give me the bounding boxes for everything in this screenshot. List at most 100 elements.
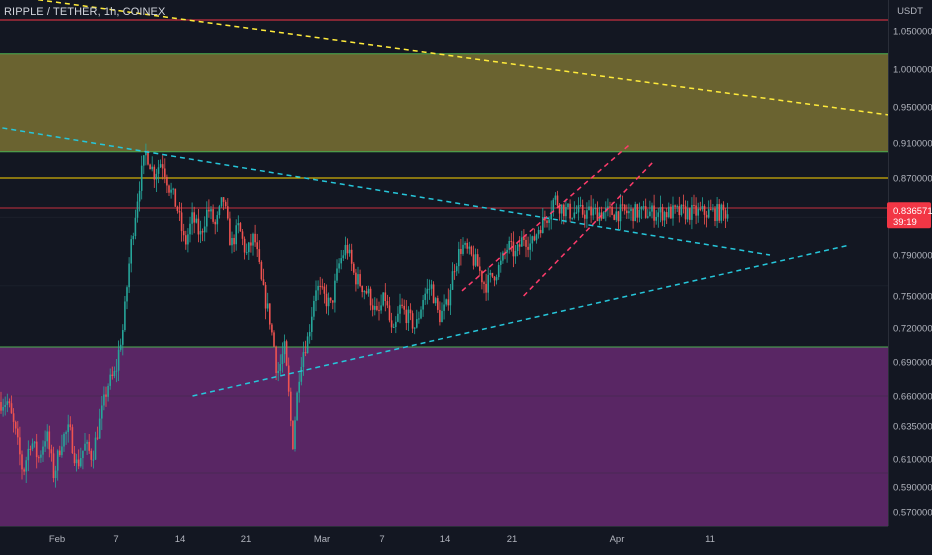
candle-body xyxy=(161,164,164,169)
candle-body xyxy=(424,293,426,300)
candle xyxy=(149,163,151,170)
candle xyxy=(462,237,464,256)
candle xyxy=(388,296,391,323)
candle xyxy=(458,241,460,274)
candle-body xyxy=(647,216,649,218)
candle-body xyxy=(491,272,494,277)
candle-body xyxy=(472,254,475,266)
candle xyxy=(237,215,240,234)
candle xyxy=(321,278,324,290)
candle xyxy=(27,440,30,472)
candle-body xyxy=(132,236,135,240)
candle-body xyxy=(59,450,61,456)
time-tick-label: 7 xyxy=(113,534,118,545)
candle-body xyxy=(397,313,399,322)
candle xyxy=(109,368,111,390)
candle-body xyxy=(71,427,74,454)
candle-body xyxy=(674,205,676,207)
candle xyxy=(8,398,11,408)
wedge-lower-line xyxy=(523,159,656,297)
candle-body xyxy=(474,254,477,266)
candle-body xyxy=(214,221,216,225)
candle xyxy=(285,339,288,367)
candle-body xyxy=(235,225,237,245)
candle xyxy=(642,200,645,211)
candle xyxy=(371,298,374,317)
candle-body xyxy=(285,341,288,366)
candle-body xyxy=(84,443,86,451)
candle xyxy=(231,231,233,254)
candle xyxy=(80,447,82,468)
candle-body xyxy=(199,231,202,235)
candle-body xyxy=(111,374,114,376)
candle-body xyxy=(426,288,429,294)
candle-body xyxy=(592,208,594,216)
candle-body xyxy=(726,214,729,219)
candle xyxy=(623,204,626,215)
candle xyxy=(680,204,683,217)
candle xyxy=(170,182,172,199)
current-price-label: 0.836571 xyxy=(893,206,932,217)
candle xyxy=(195,214,198,224)
candle xyxy=(722,201,725,221)
candle xyxy=(500,252,502,273)
candle-body xyxy=(48,431,51,450)
candle xyxy=(464,241,466,249)
candle-body xyxy=(224,201,227,207)
candle xyxy=(325,284,328,314)
candle-body xyxy=(306,336,309,354)
candle-body xyxy=(628,211,630,214)
candle-body xyxy=(623,204,626,211)
candle-body xyxy=(206,209,208,227)
candle-body xyxy=(386,301,389,306)
candle-body xyxy=(531,236,534,244)
candle xyxy=(283,334,286,363)
candle xyxy=(649,200,651,217)
candle-body xyxy=(281,354,284,365)
candle xyxy=(166,174,168,193)
candle xyxy=(609,201,611,218)
candle-body xyxy=(724,210,727,219)
candle-body xyxy=(380,305,382,311)
candle-body xyxy=(502,252,504,261)
candle-body xyxy=(487,274,489,293)
candle-body xyxy=(210,209,212,212)
candle-body xyxy=(479,266,481,271)
candle xyxy=(67,414,69,443)
candle xyxy=(497,262,500,280)
candle-body xyxy=(619,204,622,222)
candle xyxy=(600,206,603,221)
candle-body xyxy=(523,237,525,240)
candle-body xyxy=(392,326,395,328)
candle-body xyxy=(319,285,321,287)
candle-body xyxy=(67,424,69,433)
candle-body xyxy=(29,448,32,450)
candle xyxy=(577,197,580,221)
candle xyxy=(619,193,622,231)
candle xyxy=(426,278,429,305)
candle xyxy=(126,285,128,310)
candle xyxy=(476,248,479,267)
candle xyxy=(14,420,17,435)
candle-body xyxy=(185,235,187,245)
candle-body xyxy=(529,243,531,250)
candle-body xyxy=(109,374,111,386)
candle xyxy=(548,216,550,231)
candle xyxy=(56,449,59,481)
candle xyxy=(615,203,618,223)
candle-body xyxy=(535,234,538,241)
candle-body xyxy=(691,204,693,220)
candle xyxy=(233,234,235,253)
candle xyxy=(355,268,357,292)
candle xyxy=(222,196,225,211)
candle xyxy=(487,267,489,301)
candle-body xyxy=(237,223,240,226)
price-tick-label: 0.870000 xyxy=(893,174,932,185)
candle xyxy=(676,204,678,212)
candle-body xyxy=(684,206,687,220)
candle xyxy=(516,242,519,257)
candle-body xyxy=(332,300,334,303)
candle-body xyxy=(514,251,517,257)
